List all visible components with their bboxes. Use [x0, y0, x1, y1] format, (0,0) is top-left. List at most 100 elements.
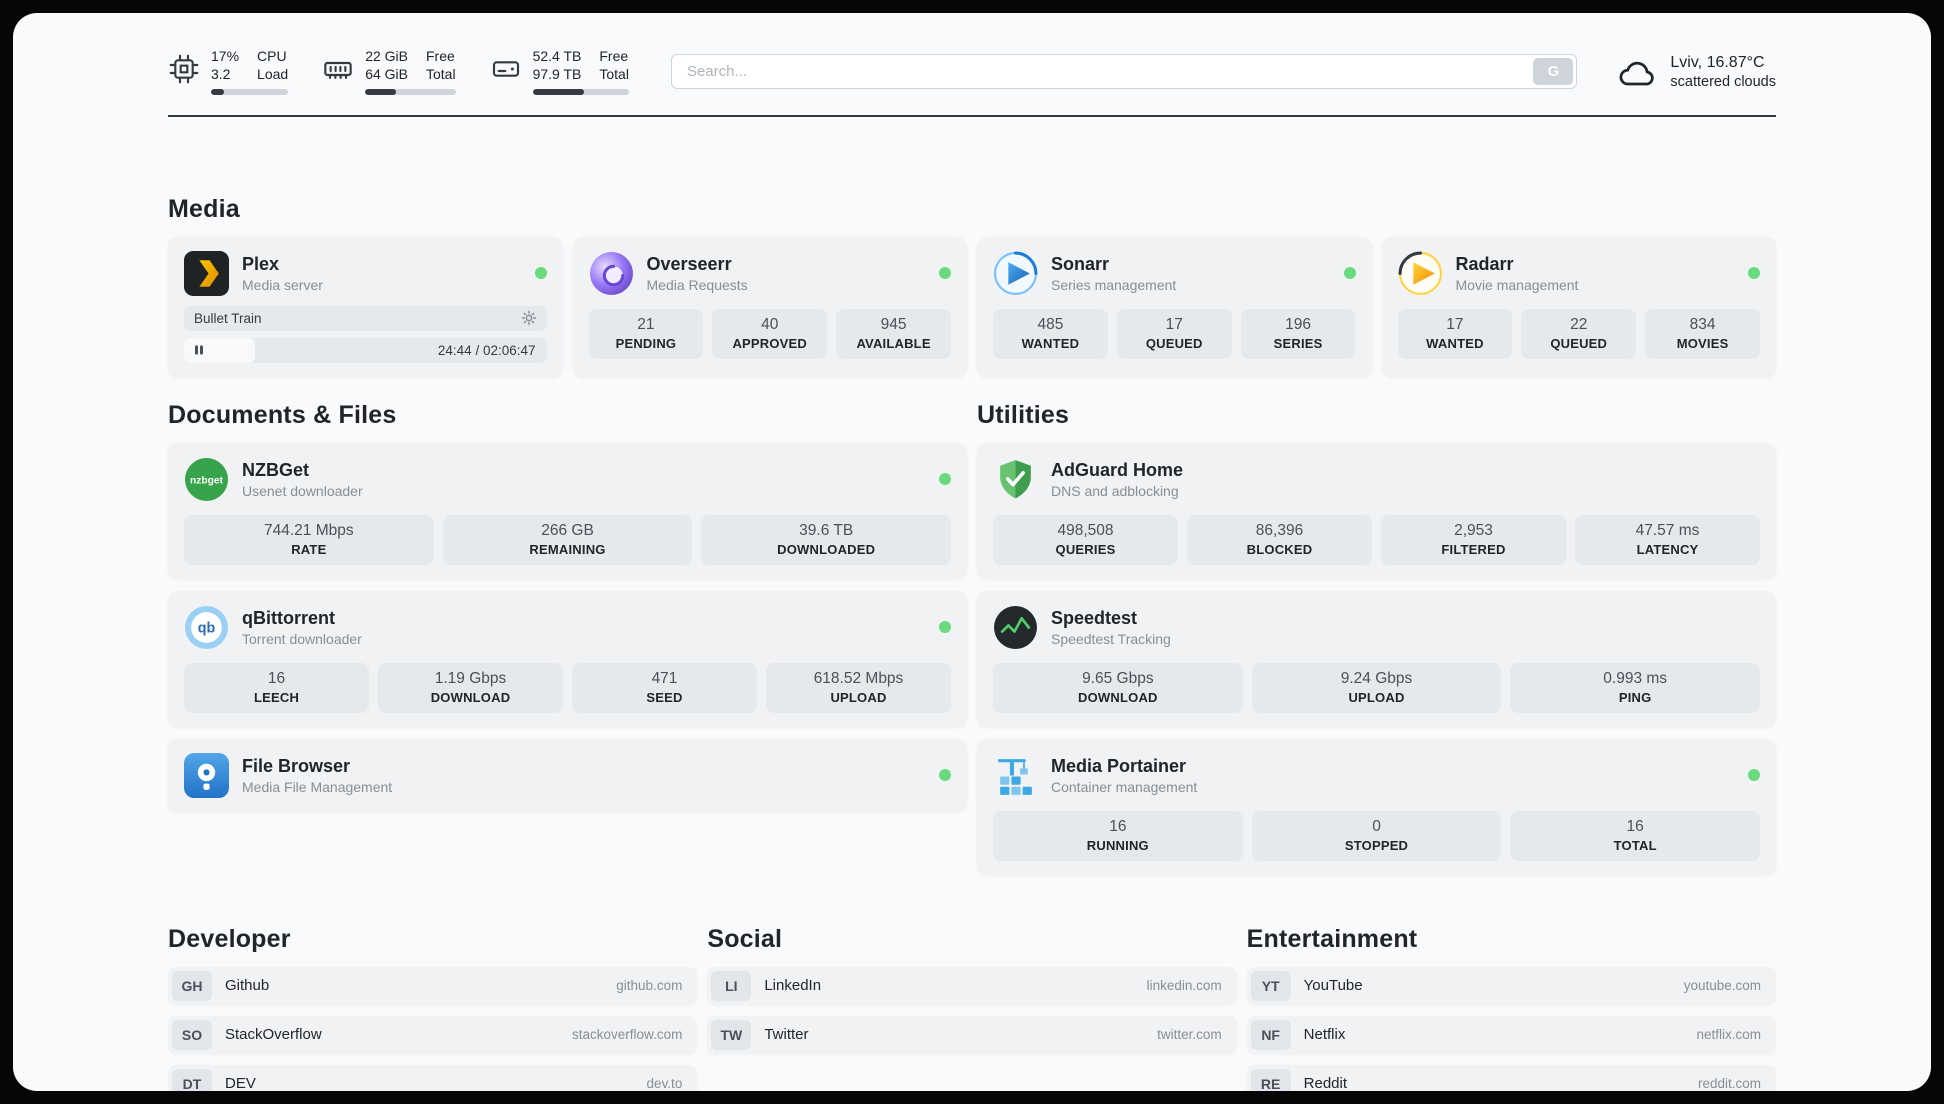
gear-icon[interactable]	[521, 310, 537, 326]
qbittorrent-icon: qb	[184, 605, 229, 650]
app-card-nzbget[interactable]: nzbget NZBGet Usenet downloader 74	[168, 442, 967, 579]
cpu-icon	[168, 53, 200, 85]
bookmark-name: LinkedIn	[764, 977, 822, 995]
cpu-label-top: CPU	[257, 48, 287, 64]
memory-free-value: 22 GiB	[365, 48, 408, 64]
app-subtitle: Media Requests	[646, 276, 748, 293]
bookmark-url: twitter.com	[1157, 1027, 1222, 1043]
app-card-sonarr[interactable]: Sonarr Series management 485 WANTED 17 Q…	[977, 236, 1372, 377]
stat-tile: 471 SEED	[572, 662, 757, 713]
status-dot	[939, 267, 951, 280]
app-card-filebrowser[interactable]: File Browser Media File Management	[168, 738, 967, 812]
bookmark-abbr: NF	[1250, 1019, 1291, 1050]
stat-tile: 618.52 Mbps UPLOAD	[766, 662, 951, 713]
svg-text:nzbget: nzbget	[190, 475, 224, 486]
bookmark-url: dev.to	[646, 1076, 683, 1091]
cpu-usage-bar-fill	[211, 88, 225, 95]
search-engine-button[interactable]: G	[1533, 58, 1574, 86]
bookmark-abbr: SO	[172, 1019, 212, 1050]
middle-sections: Documents & Files nzbget	[168, 401, 1776, 875]
bookmark-url: youtube.com	[1683, 978, 1761, 994]
memory-label-top: Free	[426, 48, 455, 64]
bookmark-netflix[interactable]: NF Netflix netflix.com	[1246, 1015, 1776, 1054]
app-name: Sonarr	[1051, 253, 1110, 274]
app-card-radarr[interactable]: Radarr Movie management 17 WANTED 22 QUE…	[1381, 236, 1776, 377]
svg-text:qb: qb	[198, 620, 216, 636]
app-card-qbittorrent[interactable]: qb qBittorrent Torrent downloader	[168, 590, 967, 727]
bookmark-group-entertainment: Entertainment YT YouTube youtube.com NF …	[1246, 924, 1776, 1091]
section-title-documents: Documents & Files	[168, 400, 397, 429]
weather-condition: scattered clouds	[1670, 73, 1776, 90]
bookmark-abbr: DT	[172, 1068, 212, 1091]
header-divider	[168, 114, 1776, 117]
section-title-entertainment: Entertainment	[1246, 924, 1418, 953]
bookmark-youtube[interactable]: YT YouTube youtube.com	[1246, 966, 1776, 1005]
app-name: NZBGet	[242, 459, 309, 480]
bookmark-linkedin[interactable]: LI LinkedIn linkedin.com	[707, 966, 1237, 1005]
memory-usage-bar	[365, 88, 456, 95]
cpu-widget: 17% 3.2 CPU Load	[168, 48, 289, 95]
stat-tile: 16 TOTAL	[1510, 810, 1761, 861]
section-title-social: Social	[707, 924, 783, 953]
bookmark-url: netflix.com	[1696, 1027, 1761, 1043]
app-card-plex[interactable]: Plex Media server Bullet Train	[168, 236, 563, 377]
bookmark-stackoverflow[interactable]: SO StackOverflow stackoverflow.com	[168, 1015, 698, 1054]
plex-now-playing-title: Bullet Train	[194, 310, 262, 326]
app-subtitle: Usenet downloader	[242, 482, 363, 499]
app-card-adguard[interactable]: AdGuard Home DNS and adblocking 498,508 …	[977, 442, 1776, 579]
app-card-portainer[interactable]: Media Portainer Container management 16 …	[977, 738, 1776, 875]
status-dot	[534, 267, 547, 280]
stat-tile: 47.57 ms LATENCY	[1575, 514, 1760, 565]
cpu-load-value: 3.2	[211, 66, 231, 83]
plex-progress-fill	[184, 337, 255, 363]
app-name: Overseerr	[646, 253, 732, 274]
stat-tile: 40 APPROVED	[712, 308, 828, 359]
nzbget-icon: nzbget	[184, 457, 229, 502]
bookmark-abbr: GH	[172, 970, 212, 1001]
documents-section: Documents & Files nzbget	[168, 401, 967, 812]
memory-total-value: 64 GiB	[365, 66, 408, 83]
bookmark-abbr: TW	[711, 1019, 752, 1050]
stat-tile: 1.19 Gbps DOWNLOAD	[378, 662, 563, 713]
disk-usage-bar-fill	[532, 88, 584, 95]
stat-tile: 86,396 BLOCKED	[1187, 514, 1372, 565]
bookmark-url: stackoverflow.com	[572, 1027, 683, 1043]
bookmark-group-developer: Developer GH Github github.com SO StackO…	[168, 925, 698, 1091]
cpu-label-bottom: Load	[257, 66, 289, 83]
stat-tile: 834 MOVIES	[1645, 308, 1760, 359]
status-dot	[939, 769, 951, 782]
app-name: Radarr	[1455, 253, 1514, 274]
app-name: File Browser	[242, 755, 351, 776]
memory-usage-bar-fill	[365, 88, 396, 95]
stat-tile: 17 WANTED	[1397, 308, 1513, 359]
bookmark-group-social: Social LI LinkedIn linkedin.com TW Twitt…	[707, 924, 1237, 1054]
bookmark-dev[interactable]: DT DEV dev.to	[168, 1064, 698, 1091]
portainer-icon	[993, 753, 1038, 798]
stat-tile: 21 PENDING	[588, 308, 704, 359]
bookmark-name: Github	[225, 977, 270, 995]
weather-location: Lviv, 16.87°C	[1670, 53, 1765, 71]
bookmark-twitter[interactable]: TW Twitter twitter.com	[707, 1015, 1237, 1054]
media-section: Media	[168, 195, 1776, 377]
app-name: AdGuard Home	[1051, 459, 1184, 480]
stat-tile: 0 STOPPED	[1251, 810, 1502, 861]
hard-drive-icon	[490, 53, 522, 85]
stat-tile: 39.6 TB DOWNLOADED	[701, 514, 952, 565]
bookmark-name: DEV	[225, 1075, 256, 1091]
app-name: Media Portainer	[1051, 755, 1187, 776]
app-card-speedtest[interactable]: Speedtest Speedtest Tracking 9.65 Gbps D…	[977, 590, 1776, 727]
stat-tile: 16 LEECH	[184, 662, 369, 713]
stat-tile: 744.21 Mbps RATE	[184, 514, 434, 565]
bookmark-name: Twitter	[764, 1026, 809, 1044]
search-input[interactable]	[670, 54, 1578, 90]
bookmark-github[interactable]: GH Github github.com	[168, 966, 698, 1005]
stat-tile: 196 SERIES	[1240, 308, 1356, 359]
app-subtitle: Series management	[1051, 276, 1177, 293]
bookmark-reddit[interactable]: RE Reddit reddit.com	[1246, 1064, 1776, 1091]
app-name: Speedtest	[1051, 607, 1138, 628]
bookmark-name: Netflix	[1303, 1026, 1346, 1044]
app-card-overseerr[interactable]: Overseerr Media Requests 21 PENDING 40 A…	[572, 236, 967, 377]
top-bar: 17% 3.2 CPU Load	[168, 48, 1776, 95]
status-dot	[1343, 267, 1356, 280]
pause-icon	[193, 344, 205, 356]
